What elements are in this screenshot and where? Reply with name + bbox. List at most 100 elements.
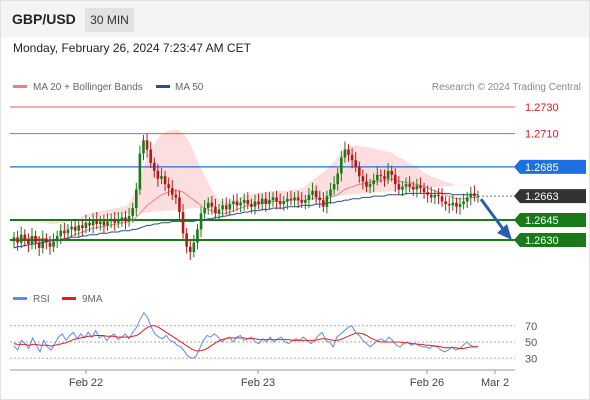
candle-body [113, 218, 117, 223]
candle-body [181, 212, 185, 234]
candle-body [134, 189, 138, 209]
candle-body [361, 176, 365, 182]
support-label: 1.2645 [525, 215, 559, 227]
candle-body [88, 222, 91, 226]
candle-body [160, 176, 163, 179]
candle-body [440, 196, 444, 202]
candle-body [131, 208, 134, 217]
candle-body [411, 186, 415, 190]
candle-body [340, 157, 343, 174]
candle-body [214, 206, 217, 214]
candle-body [127, 216, 131, 222]
candle-body [73, 226, 77, 231]
candle-body [81, 225, 84, 229]
candle-body [156, 170, 160, 179]
candle-body [34, 236, 37, 243]
candle-body [397, 184, 401, 190]
candle-body [120, 217, 124, 221]
candle-body [55, 236, 59, 242]
candle-body [447, 204, 451, 206]
candle-body [30, 236, 34, 244]
candle-body [458, 204, 462, 207]
candle-body [336, 173, 340, 185]
candle-body [282, 201, 286, 205]
candle-body [275, 197, 278, 202]
candle-body [404, 184, 408, 187]
candle-body [469, 193, 473, 198]
candle-body [300, 200, 304, 203]
ma50-line [13, 192, 478, 249]
candle-body [286, 198, 289, 202]
candle-body [393, 174, 397, 185]
resistance-label: 1.2710 [525, 129, 559, 141]
candle-body [329, 189, 332, 197]
bollinger-band [14, 129, 471, 224]
resistance-label: 1.2730 [525, 102, 559, 114]
candle-body [311, 190, 314, 195]
candle-body [52, 241, 55, 247]
rsi-line [13, 311, 479, 359]
candle-body [19, 234, 23, 243]
candle-body [368, 184, 372, 187]
symbol-title: GBP/USD [12, 11, 76, 27]
candle-body [170, 188, 174, 195]
candle-body [379, 174, 383, 177]
candle-body [429, 194, 433, 198]
candle-body [433, 194, 437, 198]
candle-body [142, 140, 145, 154]
candle-body [239, 202, 242, 206]
candle-body [401, 186, 404, 190]
candle-body [304, 200, 307, 203]
candle-body [383, 176, 386, 179]
candle-body [264, 198, 268, 205]
candle-body [221, 205, 224, 210]
candle-body [99, 221, 102, 225]
candle-body [444, 201, 447, 205]
candle-body [350, 154, 354, 161]
candle-body [41, 238, 45, 248]
candle-body [242, 200, 246, 203]
candle-body [419, 185, 422, 189]
candle-body [174, 194, 178, 198]
candle-body [192, 242, 196, 252]
candle-body [206, 202, 210, 209]
candle-body [332, 184, 336, 190]
candle-body [59, 230, 63, 237]
candle-body [45, 238, 48, 243]
timeframe-button[interactable]: 30 MIN [85, 8, 134, 32]
candle-body [145, 140, 149, 150]
candle-body [318, 197, 322, 201]
ma20-legend-swatch [13, 85, 27, 88]
candle-body [167, 184, 170, 189]
rsi-level-label: 70 [525, 321, 537, 333]
candle-body [27, 240, 30, 244]
candle-body [163, 176, 167, 185]
ma20-legend-label: MA 20 + Bollinger Bands [33, 82, 143, 93]
candle-body [203, 208, 206, 214]
candle-body [224, 205, 228, 210]
candle-body [408, 184, 411, 187]
x-tick-label: Feb 22 [69, 377, 103, 389]
candle-body [23, 234, 27, 240]
candle-body [257, 201, 260, 205]
candle-body [314, 190, 318, 198]
candle-body [358, 166, 361, 177]
x-tick-label: Mar 2 [481, 377, 509, 389]
pivot-label: 1.2685 [525, 162, 559, 174]
candle-body [106, 221, 109, 226]
candle-body [188, 246, 192, 252]
candle-body [322, 200, 325, 207]
candle-body [415, 185, 419, 190]
candle-body [422, 188, 426, 193]
forecast-arrowhead [497, 224, 512, 240]
rsi-legend-swatch [13, 297, 27, 300]
candle-body [296, 197, 300, 201]
candle-body [235, 201, 239, 206]
rsi-legend-label: RSI [33, 294, 50, 305]
candle-body [185, 233, 188, 247]
support-tag [514, 213, 586, 228]
attribution: Research © 2024 Trading Central [432, 82, 581, 93]
candle-body [271, 197, 275, 201]
candle-body [228, 204, 232, 210]
ma50-legend-swatch [156, 85, 170, 88]
